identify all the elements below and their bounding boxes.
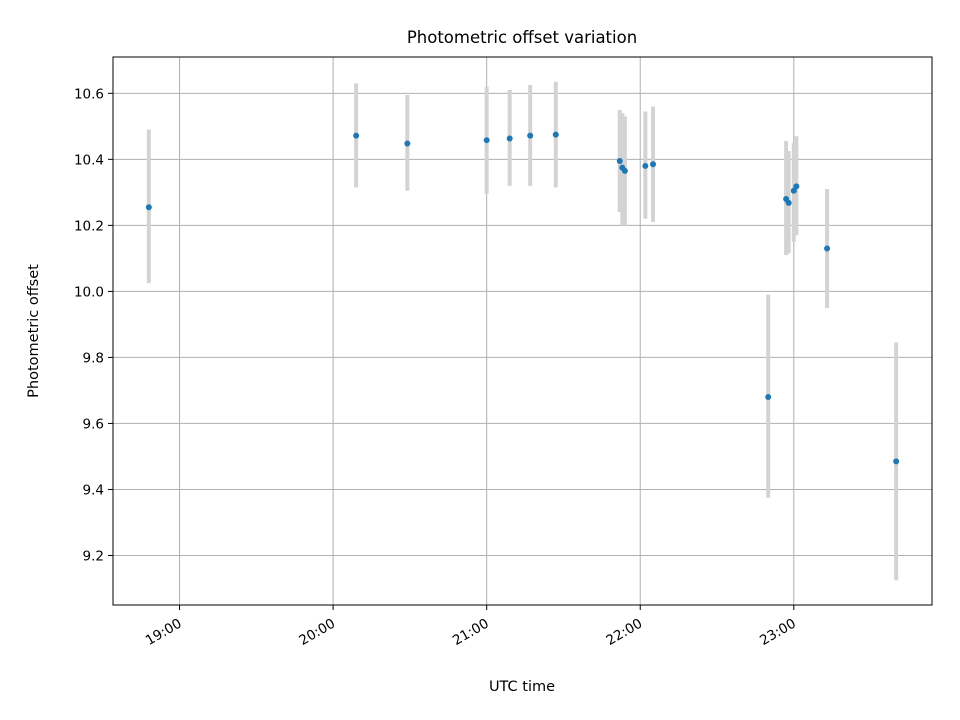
y-tick-label: 10.4 (74, 152, 104, 168)
y-tick-label: 9.4 (83, 482, 104, 498)
data-point (642, 162, 649, 169)
y-axis-label: Photometric offset (26, 264, 42, 398)
data-point (506, 135, 513, 142)
data-point (650, 161, 657, 168)
data-point (793, 183, 800, 190)
y-tick-label: 10.6 (74, 86, 104, 102)
y-tick-label: 9.2 (83, 548, 104, 564)
data-point (785, 199, 792, 206)
y-tick-label: 9.6 (83, 416, 104, 432)
data-point (893, 458, 900, 465)
data-point (527, 132, 534, 139)
data-point (353, 132, 360, 139)
x-axis-label: UTC time (489, 679, 555, 695)
plot-frame (112, 56, 933, 606)
data-point (621, 167, 628, 174)
data-point (552, 131, 559, 138)
y-tick-label: 10.0 (74, 284, 104, 300)
data-point (145, 204, 152, 211)
y-tick-label: 9.8 (83, 350, 104, 366)
chart-title: Photometric offset variation (407, 28, 637, 47)
data-point (404, 140, 411, 147)
data-point (616, 157, 623, 164)
data-points (145, 131, 900, 465)
data-point (824, 245, 831, 252)
data-point (765, 394, 772, 401)
y-tick-label: 10.2 (74, 218, 104, 234)
grid (113, 57, 932, 605)
y-axis-ticks: 9.2 9.4 9.6 9.8 10.0 10.2 10.4 10.6 (74, 86, 113, 564)
data-point (483, 137, 490, 144)
